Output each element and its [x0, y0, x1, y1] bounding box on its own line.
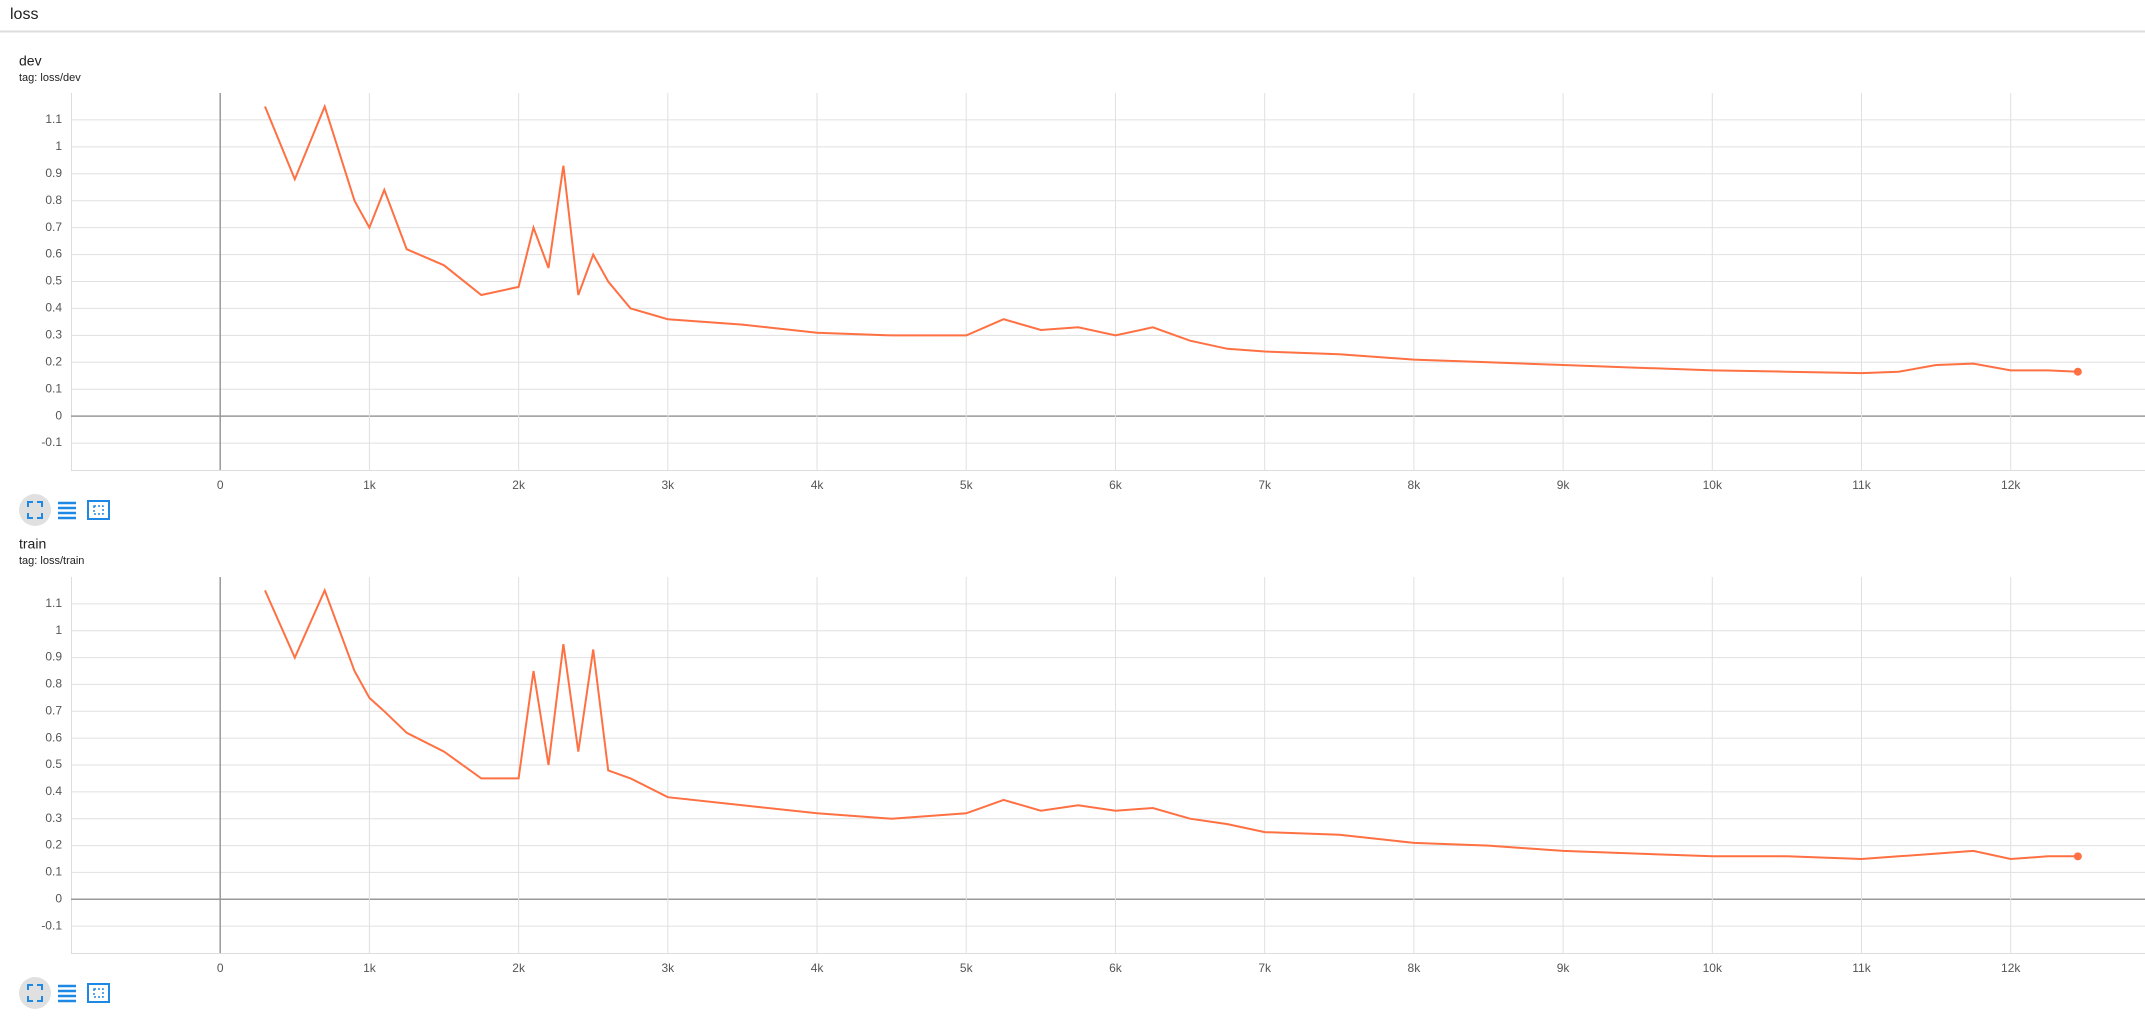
- series-line: [264, 103, 2078, 375]
- chart-title: dev: [19, 53, 42, 69]
- y-tick-label: 1.1: [45, 596, 62, 610]
- y-tick-label: 0.5: [45, 274, 62, 288]
- x-tick-label: 2k: [512, 478, 526, 492]
- y-tick-label: 0.4: [45, 784, 62, 798]
- fit-domain-button[interactable]: [87, 983, 110, 1003]
- fullscreen-button[interactable]: [19, 977, 51, 1009]
- x-tick-label: 5k: [960, 478, 974, 492]
- y-tick-label: 0.5: [45, 757, 62, 771]
- y-tick-label: 0.3: [45, 328, 62, 342]
- y-tick-label: 0.2: [45, 838, 62, 852]
- fullscreen-icon: [27, 984, 43, 1002]
- x-tick-label: 8k: [1408, 961, 1422, 975]
- x-tick-label: 0: [217, 961, 224, 975]
- x-tick-label: 0: [217, 478, 224, 492]
- x-tick-label: 7k: [1258, 478, 1272, 492]
- fit-domain-button[interactable]: [87, 500, 110, 520]
- y-tick-label: 0.3: [45, 811, 62, 825]
- x-tick-label: 11k: [1852, 961, 1871, 975]
- y-tick-label: 0: [55, 408, 62, 422]
- x-tick-label: 4k: [811, 478, 825, 492]
- x-tick-label: 1k: [363, 961, 377, 975]
- x-tick-label: 8k: [1408, 478, 1422, 492]
- x-tick-label: 9k: [1557, 961, 1571, 975]
- y-tick-label: 0.6: [45, 247, 62, 261]
- x-tick-label: 3k: [661, 478, 675, 492]
- y-tick-label: 0.7: [45, 220, 62, 234]
- x-tick-label: 12k: [2001, 478, 2021, 492]
- y-tick-label: 0.7: [45, 703, 62, 717]
- chart-subtitle: tag: loss/train: [19, 555, 84, 567]
- fullscreen-icon: [27, 501, 43, 519]
- data-table-button[interactable]: [58, 984, 76, 1003]
- y-tick-label: 1: [55, 139, 62, 153]
- y-tick-label: 0.1: [45, 865, 62, 879]
- x-tick-label: 10k: [1703, 478, 1723, 492]
- header-bar: [0, 0, 2145, 31]
- series-line: [264, 587, 2078, 861]
- y-tick-label: 1.1: [45, 112, 62, 126]
- x-tick-label: 6k: [1109, 478, 1123, 492]
- fullscreen-button[interactable]: [19, 494, 51, 526]
- fit-domain-inner: [93, 505, 104, 515]
- x-tick-label: 2k: [512, 961, 526, 975]
- x-tick-label: 9k: [1557, 478, 1571, 492]
- x-tick-label: 1k: [363, 478, 377, 492]
- y-tick-label: 0.6: [45, 730, 62, 744]
- y-tick-label: 0.1: [45, 381, 62, 395]
- y-tick-label: -0.1: [41, 918, 62, 932]
- y-tick-label: 0.8: [45, 193, 62, 207]
- fit-domain-inner: [93, 988, 104, 998]
- chart-title: train: [19, 536, 46, 552]
- header-title: loss: [10, 6, 38, 23]
- last-point: [2073, 852, 2082, 861]
- plot-series: [264, 103, 2082, 376]
- y-tick-label: -0.1: [41, 435, 62, 449]
- x-tick-label: 10k: [1703, 961, 1723, 975]
- y-tick-label: 0.9: [45, 166, 62, 180]
- last-point: [2073, 367, 2082, 376]
- y-tick-label: 0.8: [45, 677, 62, 691]
- x-tick-label: 12k: [2001, 961, 2021, 975]
- x-tick-label: 6k: [1109, 961, 1123, 975]
- data-table-button[interactable]: [58, 501, 76, 520]
- plot-series: [264, 587, 2082, 861]
- x-tick-label: 4k: [811, 961, 825, 975]
- chart-subtitle: tag: loss/dev: [19, 72, 81, 84]
- y-tick-label: 0.4: [45, 301, 62, 315]
- y-tick-label: 0: [55, 891, 62, 905]
- x-tick-label: 3k: [661, 961, 675, 975]
- x-tick-label: 7k: [1258, 961, 1272, 975]
- x-tick-label: 11k: [1852, 478, 1871, 492]
- y-tick-label: 0.9: [45, 650, 62, 664]
- y-tick-label: 0.2: [45, 354, 62, 368]
- x-tick-label: 5k: [960, 961, 974, 975]
- y-tick-label: 1: [55, 623, 62, 637]
